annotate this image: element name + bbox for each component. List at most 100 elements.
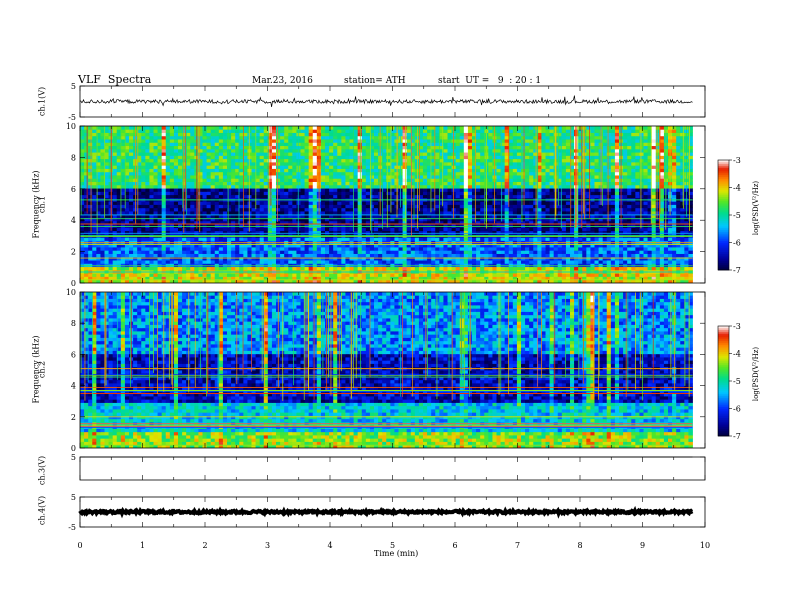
spectrogram-cell xyxy=(574,247,579,251)
spectrogram-cell xyxy=(345,201,350,205)
spectrogram-cell xyxy=(104,273,109,277)
spectrogram-cell xyxy=(574,243,579,248)
spectrogram-cell xyxy=(259,260,265,264)
spectrogram-cell xyxy=(557,243,563,248)
spectrogram-cell xyxy=(292,247,297,251)
spectrogram-cell xyxy=(598,250,604,254)
spectrogram-cell xyxy=(137,220,142,225)
spectrogram-cell xyxy=(676,279,681,283)
spectrogram-cell xyxy=(659,266,665,271)
spectrogram-cell xyxy=(137,260,142,264)
spectrogram-cell xyxy=(614,201,620,205)
spectrogram-cell xyxy=(533,276,538,281)
spectrogram-cell xyxy=(525,217,530,222)
spectrogram-cell xyxy=(129,207,134,212)
spectrogram-cell xyxy=(447,263,452,268)
spectrogram-cell xyxy=(288,247,293,251)
spectrogram-cell xyxy=(369,247,375,251)
spectrogram-cell xyxy=(410,263,416,268)
spectrogram-cell xyxy=(369,214,375,218)
spectrogram-cell xyxy=(439,194,444,199)
spectrogram-cell xyxy=(394,230,399,235)
spectrogram-cell xyxy=(459,188,465,192)
spectrogram-cell xyxy=(222,227,228,232)
spectrogram-cell xyxy=(684,250,689,254)
spectrogram-cell xyxy=(602,194,608,199)
spectrogram-cell xyxy=(292,191,297,196)
spectrogram-cell xyxy=(271,250,277,254)
spectrogram-cell xyxy=(263,247,269,251)
spectrogram-cell xyxy=(496,204,501,209)
spectrogram-cell xyxy=(239,279,244,283)
spectrogram-cell xyxy=(672,184,677,189)
spectrogram-cell xyxy=(100,276,105,281)
spectrogram-cell xyxy=(276,181,281,186)
spectrogram-cell xyxy=(259,181,265,186)
spectrogram-cell xyxy=(504,181,510,186)
spectrogram-cell xyxy=(104,201,109,205)
spectrogram-cell xyxy=(672,273,677,277)
spectrogram-cell xyxy=(659,211,665,215)
spectrogram-cell xyxy=(153,220,158,225)
spectrogram-cell xyxy=(214,260,220,264)
spectrogram-cell xyxy=(643,227,648,232)
spectrogram-cell xyxy=(116,230,122,235)
spectrogram-cell xyxy=(88,227,93,232)
spectrogram-cell xyxy=(80,256,85,261)
spectrogram-cell xyxy=(235,175,240,179)
spectrogram-cell xyxy=(655,256,661,261)
spectrogram-cell xyxy=(496,263,501,268)
spectrogram-cell xyxy=(521,181,526,186)
spectrogram-cell xyxy=(610,201,616,205)
spectrogram-cell xyxy=(512,178,518,182)
spectrogram-cell xyxy=(410,178,416,182)
spectrogram-cell xyxy=(349,191,354,196)
spectrogram-cell xyxy=(541,204,546,209)
spectrogram-cell xyxy=(602,250,608,254)
spectrogram-cell xyxy=(120,224,126,228)
spectrogram-cell xyxy=(496,247,501,251)
spectrogram-cell xyxy=(406,230,412,235)
spectrogram-cell xyxy=(504,184,510,189)
spectrogram-cell xyxy=(231,237,236,241)
spectrogram-cell xyxy=(218,247,224,251)
spectrogram-cell xyxy=(451,263,457,268)
spectrogram-cell xyxy=(386,266,391,271)
spectrogram-cell xyxy=(398,220,403,225)
spectrogram-cell xyxy=(316,224,322,228)
spectrogram-cell xyxy=(414,237,420,241)
spectrogram-cell xyxy=(329,279,334,283)
spectrogram-cell xyxy=(533,204,538,209)
spectrogram-cell xyxy=(423,211,428,215)
spectrogram-cell xyxy=(320,204,326,209)
spectrogram-cell xyxy=(549,178,555,182)
spectrogram-cell xyxy=(169,175,175,179)
spectrogram-cell xyxy=(586,266,591,271)
spectrogram-cell xyxy=(169,256,175,261)
spectrogram-cell xyxy=(529,227,534,232)
spectrogram-cell xyxy=(557,224,563,228)
spectrogram-cell xyxy=(382,247,387,251)
spectrogram-cell xyxy=(378,250,383,254)
spectrogram-cell xyxy=(496,276,501,281)
spectrogram-cell xyxy=(316,273,322,277)
spectrogram-cell xyxy=(676,263,681,268)
spectrogram-cell xyxy=(116,184,122,189)
spectrogram-cell xyxy=(529,181,534,186)
spectrogram-cell xyxy=(304,276,310,281)
spectrogram-cell xyxy=(112,224,118,228)
spectrogram-cell xyxy=(374,181,379,186)
spectrogram-cell xyxy=(80,250,85,254)
spectrogram-cell xyxy=(341,211,346,215)
spectrogram-cell xyxy=(496,191,501,196)
spectrogram-cell xyxy=(570,273,575,277)
spectrogram-cell xyxy=(251,227,256,232)
spectrogram-cell xyxy=(210,220,216,225)
spectrogram-cell xyxy=(333,207,338,212)
spectrogram-cell xyxy=(280,188,285,192)
spectrogram-cell xyxy=(680,178,685,182)
spectrogram-cell xyxy=(598,266,604,271)
spectrogram-cell xyxy=(218,266,224,271)
spectrogram-cell xyxy=(688,276,693,281)
spectrogram-cell xyxy=(500,227,506,232)
